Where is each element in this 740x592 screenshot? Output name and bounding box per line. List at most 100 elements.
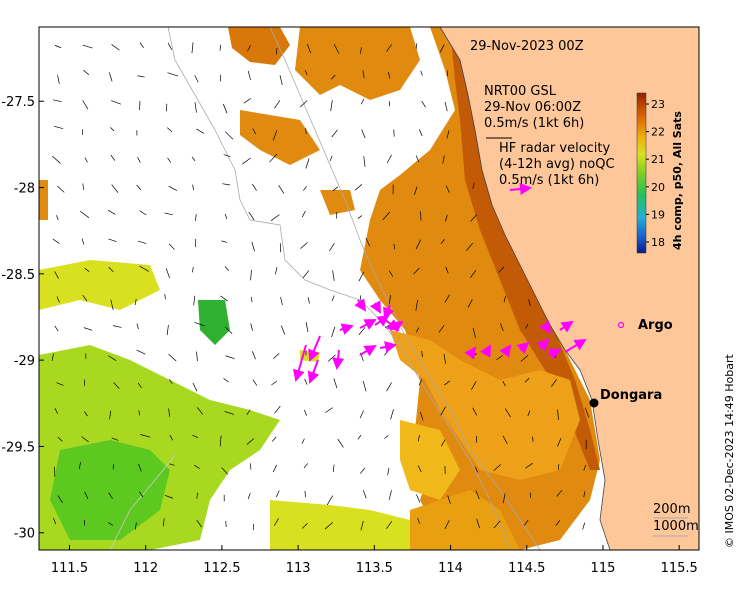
model-vector — [475, 490, 480, 500]
model-vector — [275, 47, 278, 55]
model-vector — [555, 520, 561, 526]
model-vector — [107, 522, 114, 526]
model-vector — [164, 294, 166, 300]
model-vector — [162, 518, 165, 527]
model-vector — [329, 155, 333, 161]
model-vector — [415, 155, 420, 163]
model-vector — [525, 323, 529, 329]
model-vector — [192, 266, 194, 273]
radar-label-2: (4-12h avg) noQC — [499, 157, 615, 172]
model-vector — [359, 410, 365, 419]
isobath-1000m — [167, 27, 511, 550]
model-vector — [221, 467, 229, 475]
model-vector — [84, 491, 89, 500]
model-vector — [362, 70, 365, 79]
model-vector — [303, 409, 308, 416]
radar-vector — [359, 344, 377, 357]
model-vector — [331, 295, 335, 302]
model-vector — [111, 184, 119, 193]
x-tick-label: 115 — [591, 561, 616, 576]
model-vector — [584, 407, 590, 418]
model-vector — [222, 183, 231, 186]
model-vector — [194, 75, 199, 83]
model-vector — [169, 434, 173, 441]
model-vector — [445, 214, 448, 222]
sst-hot-coastal-strip — [450, 27, 600, 470]
model-vector — [193, 295, 196, 306]
model-vector — [224, 266, 230, 271]
sst-north-patch-2 — [295, 27, 420, 100]
model-vector — [225, 355, 235, 360]
model-vector — [279, 75, 283, 86]
isobath-200m-label: 200m — [653, 502, 690, 517]
model-vector — [469, 270, 477, 279]
model-vector — [300, 242, 308, 249]
model-vector — [365, 237, 371, 247]
model-vector — [357, 215, 363, 219]
model-vector — [301, 210, 306, 218]
model-time: 29-Nov 06:00Z — [484, 100, 581, 115]
radar-current-vectors — [292, 298, 587, 384]
y-axis: -27.5 -28 -28.5 -29 -29.5 -30 — [1, 95, 44, 542]
model-vector — [420, 411, 424, 421]
model-vector — [274, 405, 281, 414]
model-vector — [330, 100, 333, 112]
model-vector — [167, 72, 179, 77]
model-scale: 0.5m/s (1kt 6h) — [484, 116, 584, 131]
model-vector — [354, 184, 363, 191]
model-vector — [110, 154, 116, 161]
model-vector — [166, 127, 173, 133]
y-tick-label: -28 — [14, 182, 35, 197]
model-vector — [337, 438, 344, 448]
model-vector — [332, 270, 335, 281]
model-vector — [527, 410, 531, 417]
radar-vector — [292, 344, 307, 382]
y-tick-label: -28.5 — [1, 268, 35, 283]
model-vector — [53, 99, 62, 103]
model-vector — [466, 242, 473, 251]
model-vector — [84, 267, 90, 272]
sst-south-orange — [410, 490, 520, 550]
model-vector — [52, 155, 61, 164]
model-vector — [386, 44, 392, 52]
model-vector — [79, 210, 90, 218]
sst-layer — [39, 27, 600, 550]
model-vector — [493, 464, 501, 471]
x-tick-label: 112.5 — [203, 561, 240, 576]
model-vector — [417, 434, 420, 442]
model-vector — [136, 323, 139, 330]
model-vector — [248, 211, 255, 221]
model-vector — [82, 183, 85, 191]
model-vector — [82, 44, 93, 49]
colorbar: 23 22 21 20 19 18 4h comp, p50, All Sats — [636, 92, 684, 254]
model-vector — [445, 266, 449, 274]
model-vector — [419, 129, 423, 137]
model-vector — [470, 214, 478, 222]
model-vector — [136, 349, 146, 355]
model-vector — [56, 215, 59, 221]
y-tick-label: -29 — [14, 354, 35, 369]
model-vector — [53, 125, 64, 130]
model-vector — [273, 353, 280, 359]
colorbar-tick-label: 23 — [651, 98, 665, 111]
model-vector — [138, 463, 142, 472]
model-vector — [111, 100, 122, 105]
model-vector — [307, 297, 310, 304]
model-vector — [137, 156, 141, 163]
model-vector — [54, 325, 59, 332]
model-vector — [140, 434, 151, 438]
model-vector — [271, 380, 278, 386]
model-vector — [386, 154, 392, 164]
x-axis: 111.5 112 112.5 113 113.5 114 114.5 115 115.5 — [51, 545, 698, 576]
model-vector — [305, 322, 309, 333]
sst-north-patch-3 — [240, 110, 320, 165]
x-tick-label: 114 — [438, 561, 463, 576]
model-vector — [137, 382, 142, 388]
model-vector — [420, 70, 423, 76]
radar-vector — [332, 349, 345, 370]
y-tick-label: -30 — [14, 527, 35, 542]
model-vector — [472, 407, 478, 416]
model-vector — [195, 214, 197, 221]
model-vector — [57, 495, 63, 503]
model-vector — [523, 519, 529, 526]
